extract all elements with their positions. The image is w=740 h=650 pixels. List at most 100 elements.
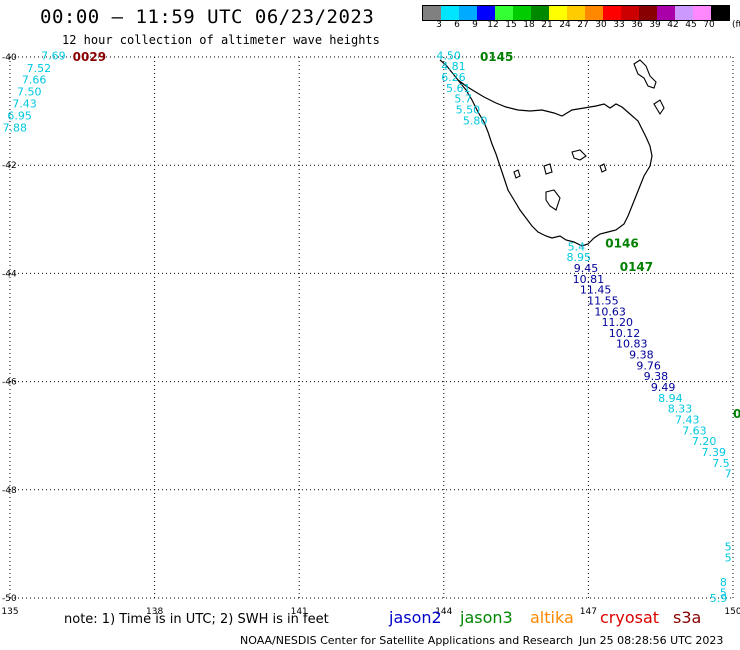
pass-label: 0147 [620,260,653,274]
wave-height-value: 10.12 [609,327,641,340]
colorbar-swatch [585,6,603,20]
colorbar-tick: 3 [436,20,442,30]
pass-label: 0029 [73,50,106,64]
wave-height-value: 7.50 [17,86,42,99]
lon-tick-label: 150 [724,607,740,617]
pass-labels: 0029 0145 0146 0147 0 [73,50,740,421]
colorbar-swatch [657,6,675,20]
tasmania-mainland [439,59,653,247]
tasmania-coastline [439,59,665,247]
island-outline [633,59,657,89]
footer-credit: NOAA/NESDIS Center for Satellite Applica… [240,634,574,647]
colorbar-tick: 27 [577,20,589,30]
colorbar-swatch [441,6,459,20]
colorbar-tick: 15 [505,20,517,30]
island-outline [545,189,561,211]
colorbar-swatch [693,6,711,20]
wave-height-value: 9.45 [574,262,599,275]
wave-height-value: 7.52 [27,62,52,75]
wave-height-value: 8.33 [668,403,693,416]
colorbar-tick: 30 [595,20,607,30]
satellite-altika: altika [530,608,574,627]
wave-height-value: 7.43 [675,413,700,426]
wave-height-value: 5.50 [456,103,481,116]
lat-tick-label: -42 [2,161,17,171]
wave-height-value: 5.80 [463,114,488,127]
lat-tick-label: -40 [2,53,17,63]
wave-height-value: 11.55 [587,294,619,307]
wave-height-value: 5.4 [568,240,586,253]
wave-height-value: 9.38 [629,349,654,362]
colorbar-tick: 36 [631,20,643,30]
footer-timestamp: Jun 25 08:28:56 UTC 2023 [579,634,724,647]
wave-height-labels: 7.697.527.667.507.436.957.884.504.816.26… [3,49,732,605]
colorbar-tick: 45 [685,20,697,30]
lon-tick-label: 135 [1,607,18,617]
colorbar-tick: 42 [667,20,679,30]
colorbar-swatch [567,6,585,20]
wave-height-value: 6.26 [441,71,466,84]
wave-height-value: 5 [725,551,732,564]
pass-label: 0 [733,407,740,421]
pass-label: 0146 [605,237,638,251]
wave-height-value: 8.95 [567,251,592,264]
colorbar-legend [422,5,730,21]
wave-height-value: 7.5 [712,457,730,470]
colorbar-tick: 6 [454,20,460,30]
island-outline [599,163,607,173]
lon-tick-label: 141 [291,607,308,617]
wave-height-value: 9.38 [644,370,669,383]
colorbar-tick: 39 [649,20,661,30]
colorbar-swatch [639,6,657,20]
wave-height-value: 7.66 [22,74,47,87]
colorbar-tick: 70 [703,20,715,30]
colorbar-swatch [675,6,693,20]
colorbar-unit: (ft) [732,20,740,30]
wave-height-value: 5.61 [446,82,471,95]
wave-height-value: 8 [720,576,727,589]
wave-height-value: 7.69 [41,49,66,62]
satellite-jason3: jason3 [460,608,513,627]
wave-height-value: 9.76 [636,359,661,372]
lat-tick-label: -46 [2,378,17,388]
colorbar-tick: 33 [613,20,625,30]
colorbar-tick: 12 [487,20,499,30]
island-outline [513,169,521,179]
map-subtitle: 12 hour collection of altimeter wave hei… [62,33,380,47]
satellite-jason2: jason2 [389,608,442,627]
colorbar-swatch [549,6,567,20]
wave-height-value: 7.88 [3,121,28,134]
colorbar-swatch [495,6,513,20]
wave-height-value: 4.50 [436,49,461,62]
lon-tick-label: 144 [435,607,452,617]
wave-height-value: 10.63 [594,305,626,318]
footer-note: note: 1) Time is in UTC; 2) SWH is in fe… [64,612,329,627]
colorbar-swatch [711,6,729,20]
wave-height-value: 7.63 [682,424,707,437]
colorbar-swatch [477,6,495,20]
wave-height-value: 7 [725,468,732,481]
colorbar-swatch [621,6,639,20]
lat-tick-label: -48 [2,486,17,496]
colorbar-swatch [531,6,549,20]
wave-height-value: 11.45 [580,284,612,297]
wave-height-value: 5.9 [710,592,728,605]
wave-height-value: 7.43 [12,98,37,111]
satellite-s3a: s3a [673,608,702,627]
wave-height-value: 5 [725,541,732,554]
map-title: 00:00 – 11:59 UTC 06/23/2023 [40,6,375,28]
wave-height-value: 10.81 [573,273,605,286]
lat-tick-label: -44 [2,269,17,279]
wave-height-value: 11.20 [602,316,634,329]
wave-height-value: 5.7 [454,93,472,106]
colorbar-tick: 9 [472,20,478,30]
island-outline [571,149,587,161]
wave-height-value: 8.94 [658,392,683,405]
colorbar-swatch [423,6,441,20]
wave-height-value: 7.20 [692,435,717,448]
wave-height-value: 9.49 [651,381,676,394]
lon-tick-label: 138 [146,607,163,617]
axis-tick-labels: 135 138 141 144 147 150 -40 -42 -44 -46 -48 -50 [1,53,740,617]
wave-height-value: 10.83 [616,338,648,351]
